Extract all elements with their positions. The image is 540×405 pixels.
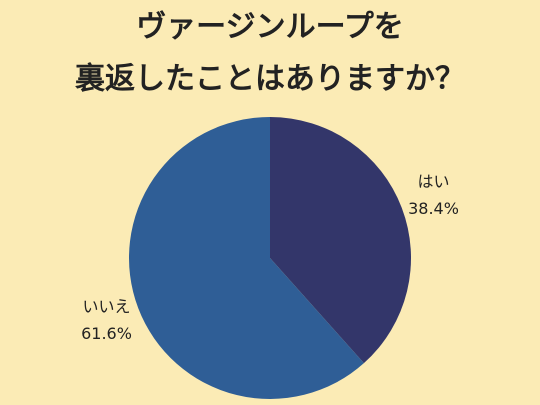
slice-label: いいえ [82,297,130,316]
chart-title: ヴァージンループを [136,10,404,45]
pie-slice [129,117,364,400]
slice-value-label: 61.6% [81,324,132,343]
slice-label: はい [417,172,449,191]
chart-title: 裏返したことはありますか？ [75,62,465,97]
slice-value-label: 38.4% [408,199,459,218]
pie-slice [270,117,411,364]
